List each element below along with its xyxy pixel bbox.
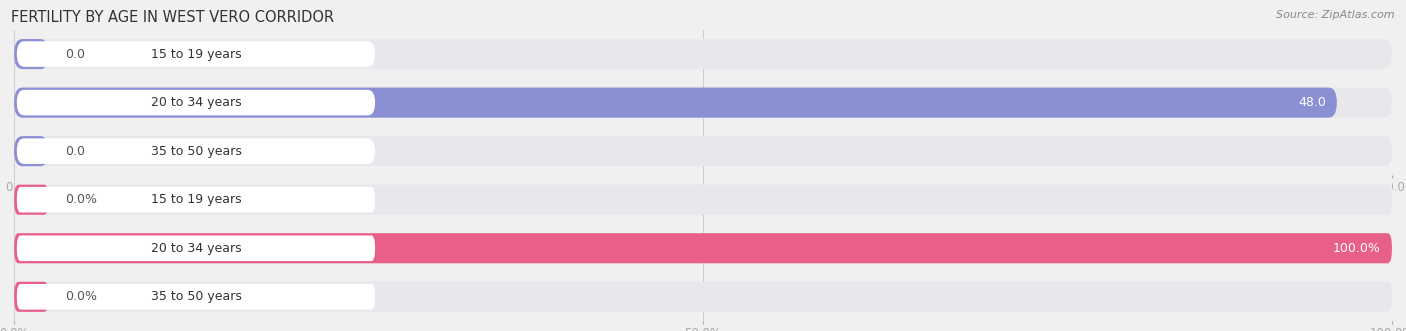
FancyBboxPatch shape bbox=[17, 187, 375, 213]
FancyBboxPatch shape bbox=[14, 88, 1392, 118]
Text: 100.0%: 100.0% bbox=[1333, 242, 1381, 255]
Text: 0.0%: 0.0% bbox=[65, 290, 97, 303]
Text: 0.0: 0.0 bbox=[65, 48, 84, 61]
FancyBboxPatch shape bbox=[14, 233, 1392, 263]
FancyBboxPatch shape bbox=[14, 39, 1392, 69]
FancyBboxPatch shape bbox=[14, 136, 1392, 166]
FancyBboxPatch shape bbox=[17, 41, 375, 67]
Text: 48.0: 48.0 bbox=[1298, 96, 1326, 109]
Text: 20 to 34 years: 20 to 34 years bbox=[150, 96, 242, 109]
Text: 15 to 19 years: 15 to 19 years bbox=[150, 48, 242, 61]
Text: FERTILITY BY AGE IN WEST VERO CORRIDOR: FERTILITY BY AGE IN WEST VERO CORRIDOR bbox=[11, 10, 335, 25]
FancyBboxPatch shape bbox=[14, 136, 48, 166]
Text: 0.0%: 0.0% bbox=[65, 193, 97, 206]
FancyBboxPatch shape bbox=[17, 138, 375, 164]
FancyBboxPatch shape bbox=[14, 282, 48, 312]
FancyBboxPatch shape bbox=[14, 185, 48, 215]
FancyBboxPatch shape bbox=[14, 88, 1337, 118]
Text: 0.0: 0.0 bbox=[65, 145, 84, 158]
Text: 35 to 50 years: 35 to 50 years bbox=[150, 145, 242, 158]
FancyBboxPatch shape bbox=[14, 282, 1392, 312]
Text: 35 to 50 years: 35 to 50 years bbox=[150, 290, 242, 303]
Text: 15 to 19 years: 15 to 19 years bbox=[150, 193, 242, 206]
FancyBboxPatch shape bbox=[14, 39, 48, 69]
Text: 20 to 34 years: 20 to 34 years bbox=[150, 242, 242, 255]
FancyBboxPatch shape bbox=[17, 90, 375, 116]
FancyBboxPatch shape bbox=[14, 233, 1392, 263]
FancyBboxPatch shape bbox=[17, 284, 375, 309]
Text: Source: ZipAtlas.com: Source: ZipAtlas.com bbox=[1277, 10, 1395, 20]
FancyBboxPatch shape bbox=[17, 235, 375, 261]
FancyBboxPatch shape bbox=[14, 185, 1392, 215]
